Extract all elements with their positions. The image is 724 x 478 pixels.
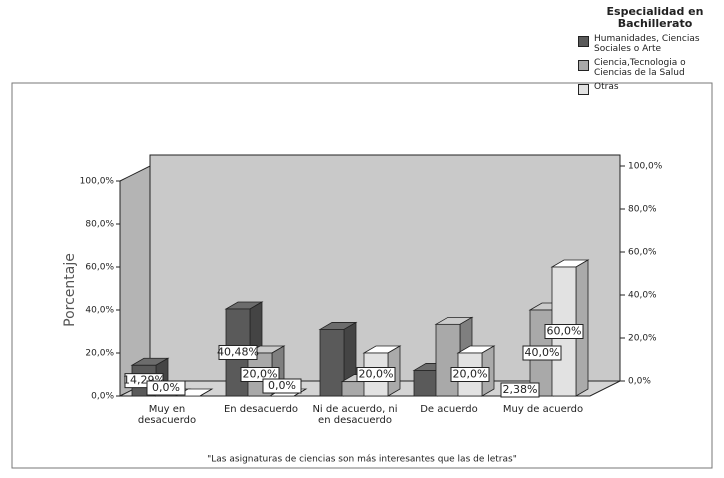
x-tick-label: De acuerdo xyxy=(420,404,478,415)
y-axis-title: Porcentaje xyxy=(62,253,78,327)
value-label: 0,0% xyxy=(268,379,296,392)
y-tick-label: 80,0% xyxy=(85,220,114,230)
y2-tick-label: 80,0% xyxy=(628,205,657,215)
x-tick-label: Ni de acuerdo, ni en desacuerdo xyxy=(312,404,398,426)
legend-item: Ciencia,Tecnologia o Ciencias de la Salu… xyxy=(578,58,718,78)
y-tick-label: 40,0% xyxy=(85,306,114,316)
legend-label: Otras xyxy=(594,82,619,92)
value-label: 20,0% xyxy=(453,368,488,381)
value-label-box xyxy=(500,382,540,398)
bar-front xyxy=(319,329,345,397)
bar-front xyxy=(435,323,461,397)
value-label-box xyxy=(522,345,562,361)
legend-title: Especialidad en Bachillerato xyxy=(606,5,704,30)
y-tick-label: 100,0% xyxy=(80,177,115,187)
value-label: 40,48% xyxy=(217,345,259,358)
legend-swatch xyxy=(578,36,589,47)
y2-tick-label: 20,0% xyxy=(628,334,657,344)
value-label: 60,0% xyxy=(547,325,582,338)
y2-tick-label: 40,0% xyxy=(628,291,657,301)
value-label-box xyxy=(240,367,280,382)
value-label-box xyxy=(450,367,490,382)
value-label-box xyxy=(356,367,396,382)
legend-swatch xyxy=(578,84,589,95)
y-tick-label: 20,0% xyxy=(85,349,114,359)
legend-swatch xyxy=(578,60,589,71)
y2-tick-label: 100,0% xyxy=(628,162,663,172)
value-label: 0,0% xyxy=(152,381,180,394)
legend-label: Humanidades, Ciencias Sociales o Arte xyxy=(594,34,700,54)
legend: Especialidad en Bachillerato Humanidades… xyxy=(578,6,718,95)
value-label-box xyxy=(262,378,302,394)
bar-front xyxy=(413,370,439,397)
bar-front xyxy=(341,381,367,397)
y2-tick-label: 60,0% xyxy=(628,248,657,258)
y2-tick-label: 0,0% xyxy=(628,377,651,387)
value-label-box xyxy=(544,324,584,339)
legend-label: Ciencia,Tecnologia o Ciencias de la Salu… xyxy=(594,58,686,78)
chart-frame xyxy=(11,82,713,469)
legend-item: Humanidades, Ciencias Sociales o Arte xyxy=(578,34,718,54)
y-tick-label: 0,0% xyxy=(91,392,114,402)
value-label: 20,0% xyxy=(243,368,278,381)
bar-side xyxy=(293,388,307,397)
value-label: 2,38% xyxy=(503,383,538,396)
legend-item: Otras xyxy=(578,82,718,95)
x-tick-label: En desacuerdo xyxy=(223,404,299,415)
bar-side xyxy=(199,388,213,397)
value-label: 20,0% xyxy=(359,368,394,381)
x-tick-label: Muy de acuerdo xyxy=(502,404,584,415)
value-label-box xyxy=(146,380,186,396)
y-tick-label: 60,0% xyxy=(85,263,114,273)
x-axis-title: "Las asignaturas de ciencias son más int… xyxy=(207,455,517,465)
x-tick-label: Muy en desacuerdo xyxy=(137,404,197,426)
value-label-box xyxy=(218,344,258,360)
value-label: 40,0% xyxy=(525,346,560,359)
